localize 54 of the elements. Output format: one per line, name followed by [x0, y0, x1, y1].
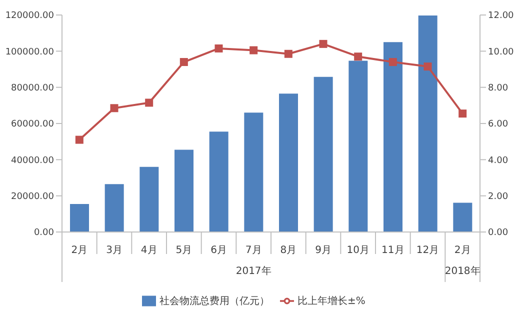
x-tick-label: 5月 — [176, 245, 192, 256]
y2-tick-label: 10.00 — [488, 47, 514, 58]
y-tick-label: 120000.00 — [5, 11, 54, 22]
point — [424, 62, 432, 71]
bar — [314, 76, 333, 232]
bar — [140, 166, 159, 232]
y-tick-label: 60000.00 — [11, 120, 54, 130]
x-tick-label: 9月 — [315, 245, 332, 256]
x-tick-label: 6月 — [210, 245, 227, 256]
point — [250, 46, 258, 54]
point — [458, 110, 467, 118]
x-tick-label: 10月 — [346, 245, 370, 256]
text: 2017年 — [236, 265, 272, 277]
x-tick-label: 12月 — [416, 245, 440, 256]
bar — [279, 94, 298, 232]
y-tick-label: 100000.00 — [5, 47, 54, 58]
y2-tick-label: 12.00 — [488, 11, 514, 22]
bar — [70, 204, 89, 232]
point — [75, 136, 84, 144]
point — [388, 58, 397, 66]
legend-label: 社会物流总费用（亿元） — [160, 296, 270, 307]
y-tick-label: 0.00 — [34, 228, 54, 238]
bar — [209, 132, 228, 232]
x-tick-label: 8月 — [280, 245, 297, 256]
point — [145, 98, 154, 107]
y2-tick-label: 0.00 — [488, 228, 508, 238]
x-tick-label: 11月 — [382, 245, 404, 256]
y-tick-label: 80000.00 — [11, 84, 54, 94]
point — [110, 104, 118, 112]
y2-tick-label: 2.00 — [488, 192, 508, 202]
y2-tick-label: 8.00 — [488, 84, 508, 94]
point — [319, 40, 328, 48]
bar — [418, 16, 438, 232]
x-tick-label: 7月 — [245, 245, 262, 256]
point — [180, 58, 188, 66]
y-tick-label: 20000.00 — [11, 192, 54, 202]
bar — [453, 202, 472, 232]
y2-tick-label: 6.00 — [488, 120, 508, 130]
x-tick-label: 2月 — [71, 245, 88, 256]
text: 2018年 — [444, 265, 480, 277]
bar — [244, 112, 264, 232]
x-tick-label: 2月 — [454, 245, 471, 256]
bar — [384, 42, 402, 232]
point — [214, 44, 223, 52]
y2-tick-label: 4.00 — [488, 156, 508, 166]
point — [354, 52, 362, 61]
bar — [348, 60, 368, 232]
bar — [104, 184, 124, 232]
x-tick-label: 4月 — [140, 245, 158, 256]
point — [284, 50, 292, 58]
legend-label: 比上年增长±% — [298, 296, 366, 307]
bar — [174, 150, 194, 232]
y-tick-label: 40000.00 — [11, 156, 54, 166]
x-tick-label: 3月 — [106, 245, 122, 256]
